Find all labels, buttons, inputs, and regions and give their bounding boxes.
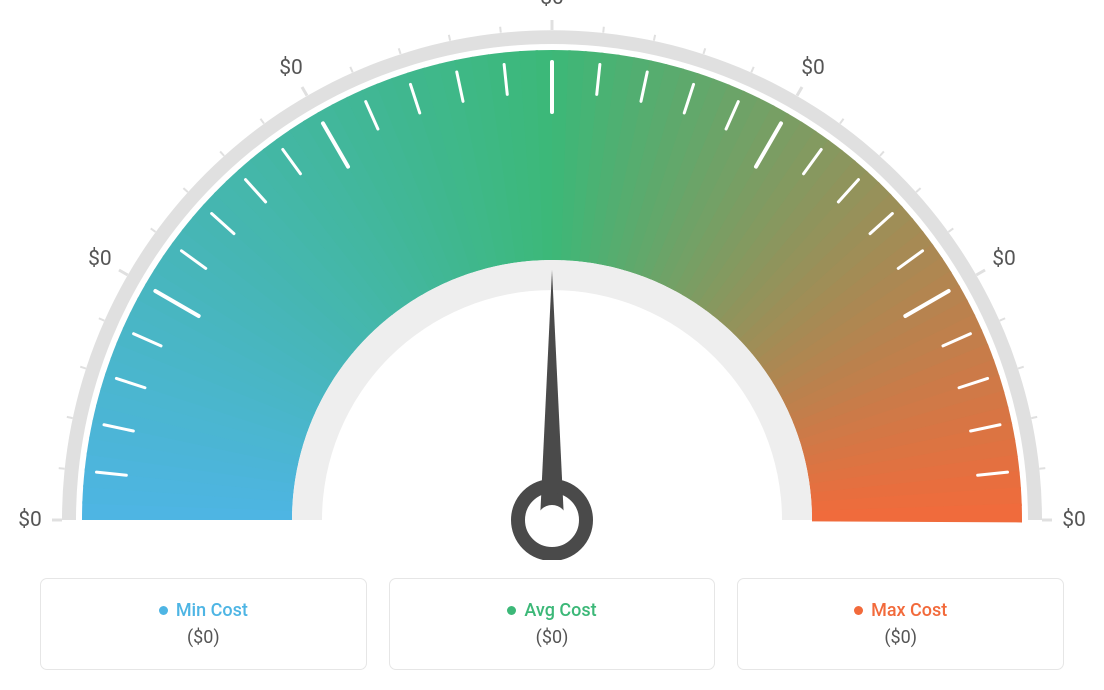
legend-dot-max (854, 606, 863, 615)
gauge-tick-label: $0 (801, 56, 825, 80)
legend-dot-avg (507, 606, 516, 615)
legend-row: Min Cost ($0) Avg Cost ($0) Max Cost ($0… (40, 578, 1064, 670)
legend-value-min: ($0) (187, 627, 220, 648)
legend-card-max: Max Cost ($0) (737, 578, 1064, 670)
legend-title-min: Min Cost (159, 600, 248, 621)
legend-card-min: Min Cost ($0) (40, 578, 367, 670)
gauge-svg (0, 0, 1104, 560)
legend-label-max: Max Cost (871, 600, 947, 621)
legend-value-avg: ($0) (536, 627, 569, 648)
legend-dot-min (159, 606, 168, 615)
gauge-tick-label: $0 (279, 56, 303, 80)
gauge-tick-label: $0 (992, 247, 1016, 271)
cost-gauge-widget: $0 $0 $0 $0 $0 $0 $0 Min Cost ($0) Avg Cost ($… (0, 0, 1104, 690)
legend-card-avg: Avg Cost ($0) (389, 578, 716, 670)
legend-label-min: Min Cost (176, 600, 248, 621)
gauge-tick-label: $0 (88, 247, 112, 271)
gauge-tick-label: $0 (18, 508, 42, 532)
gauge-tick-label: $0 (1062, 508, 1086, 532)
gauge-chart: $0 $0 $0 $0 $0 $0 $0 (0, 0, 1104, 560)
legend-title-avg: Avg Cost (507, 600, 596, 621)
legend-title-max: Max Cost (854, 600, 947, 621)
legend-value-max: ($0) (884, 627, 917, 648)
gauge-tick-label: $0 (540, 0, 564, 10)
legend-label-avg: Avg Cost (524, 600, 596, 621)
